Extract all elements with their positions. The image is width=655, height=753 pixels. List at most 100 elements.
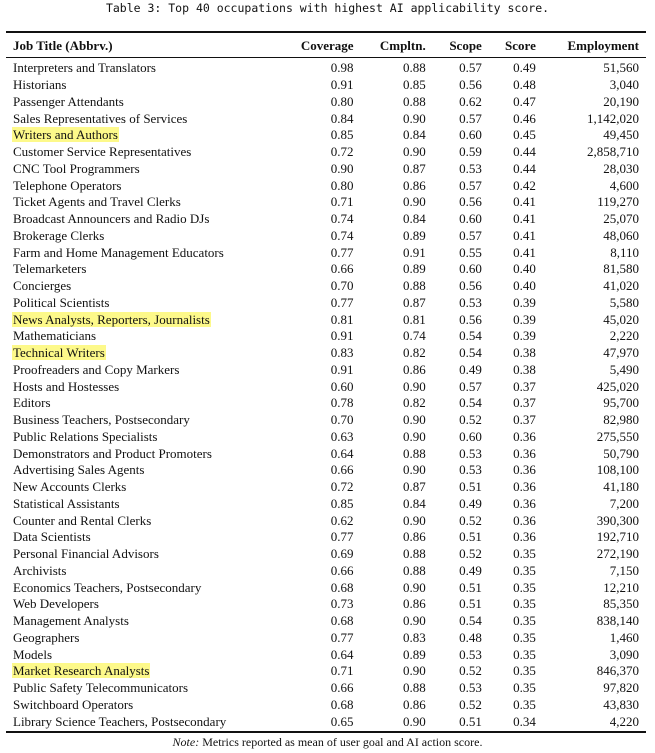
table-row: Brokerage Clerks 0.74 0.89 0.57 0.41 48,060 [6, 228, 646, 245]
header-scope: Scope [449, 37, 482, 53]
cell-coverage: 0.66 [330, 462, 354, 478]
cell-employment: 43,830 [603, 696, 639, 712]
cell-employment: 275,550 [596, 428, 639, 444]
cell-scope: 0.56 [459, 194, 482, 210]
table-row: Concierges 0.70 0.88 0.56 0.40 41,020 [6, 278, 646, 295]
cell-cmpltn: 0.88 [402, 93, 426, 109]
cell-job-title: Political Scientists [6, 295, 280, 312]
cell-cmpltn: 0.90 [402, 428, 426, 444]
table-row: Interpreters and Translators 0.98 0.88 0.57… [6, 60, 646, 77]
cell-scope: 0.54 [459, 395, 482, 411]
cell-coverage: 0.69 [330, 546, 354, 562]
cell-job-title: Brokerage Clerks [6, 228, 280, 245]
cell-cmpltn: 0.90 [402, 144, 426, 160]
job-title: Farm and Home Management Educators [13, 244, 224, 260]
table-row: Business Teachers, Postsecondary 0.70 0.90… [6, 412, 646, 429]
cell-employment: 48,060 [603, 227, 639, 243]
cell-score: 0.42 [513, 177, 536, 193]
job-title: Geographers [13, 629, 80, 645]
job-title: Statistical Assistants [13, 495, 120, 511]
job-title: CNC Tool Programmers [13, 160, 140, 176]
cell-cmpltn: 0.86 [402, 696, 426, 712]
cell-job-title: Ticket Agents and Travel Clerks [6, 194, 280, 211]
cell-scope: 0.53 [459, 680, 482, 696]
cell-score: 0.34 [513, 713, 536, 729]
table-row: Writers and Authors 0.85 0.84 0.60 0.45 49,45… [6, 127, 646, 144]
cell-scope: 0.52 [459, 412, 482, 428]
cell-score: 0.38 [513, 361, 536, 377]
table-row: Counter and Rental Clerks 0.62 0.90 0.52 0.3… [6, 512, 646, 529]
cell-job-title: CNC Tool Programmers [6, 161, 280, 178]
cell-score: 0.48 [513, 77, 536, 93]
cell-employment: 47,970 [603, 345, 639, 361]
cell-coverage: 0.70 [330, 278, 354, 294]
job-title: Demonstrators and Product Promoters [13, 445, 212, 461]
cell-job-title: Editors [6, 395, 280, 412]
cell-employment: 12,210 [603, 579, 639, 595]
cell-score: 0.44 [513, 144, 536, 160]
table-row: Web Developers 0.73 0.86 0.51 0.35 85,350 [6, 596, 646, 613]
highlighted-job-title: Writers and Authors [12, 127, 119, 143]
cell-scope: 0.51 [459, 479, 482, 495]
cell-cmpltn: 0.88 [402, 680, 426, 696]
cell-coverage: 0.62 [330, 512, 354, 528]
cell-cmpltn: 0.81 [402, 311, 426, 327]
cell-cmpltn: 0.82 [402, 345, 426, 361]
cell-employment: 81,580 [603, 261, 639, 277]
header-row: Job Title (Abbrv.) Coverage Cmpltn. Scop… [6, 35, 646, 56]
table-row: Data Scientists 0.77 0.86 0.51 0.36 192,710 [6, 529, 646, 546]
cell-coverage: 0.73 [330, 596, 354, 612]
job-title: Advertising Sales Agents [13, 462, 145, 478]
cell-coverage: 0.74 [330, 227, 354, 243]
occupations-table: Job Title (Abbrv.) Coverage Cmpltn. Scop… [6, 35, 646, 730]
table-row: Public Relations Specialists 0.63 0.90 0.60… [6, 429, 646, 446]
cell-coverage: 0.74 [330, 211, 354, 227]
cell-job-title: Demonstrators and Product Promoters [6, 445, 280, 462]
cell-coverage: 0.72 [330, 479, 354, 495]
job-title: Broadcast Announcers and Radio DJs [13, 211, 210, 227]
cell-employment: 41,020 [603, 278, 639, 294]
job-title: Telephone Operators [13, 177, 122, 193]
cell-score: 0.36 [513, 445, 536, 461]
cell-employment: 7,150 [609, 562, 639, 578]
cell-cmpltn: 0.91 [402, 244, 426, 260]
cell-employment: 20,190 [603, 93, 639, 109]
cell-scope: 0.54 [459, 328, 482, 344]
cell-employment: 51,560 [603, 60, 639, 76]
cell-scope: 0.60 [459, 127, 482, 143]
top-rule [6, 31, 646, 33]
cell-coverage: 0.60 [330, 378, 354, 394]
cell-score: 0.35 [513, 646, 536, 662]
cell-score: 0.49 [513, 60, 536, 76]
cell-coverage: 0.81 [330, 311, 354, 327]
cell-employment: 2,220 [609, 328, 639, 344]
cell-employment: 1,460 [609, 629, 639, 645]
cell-coverage: 0.91 [330, 77, 354, 93]
cell-score: 0.37 [513, 378, 536, 394]
job-title: New Accounts Clerks [13, 479, 127, 495]
cell-coverage: 0.84 [330, 110, 354, 126]
cell-scope: 0.53 [459, 462, 482, 478]
cell-job-title: Mathematicians [6, 328, 280, 345]
cell-scope: 0.51 [459, 596, 482, 612]
job-title: Public Relations Specialists [13, 428, 158, 444]
table-row: Archivists 0.66 0.88 0.49 0.35 7,150 [6, 563, 646, 580]
cell-cmpltn: 0.84 [402, 127, 426, 143]
header-cmpltn: Cmpltn. [379, 37, 426, 53]
cell-score: 0.40 [513, 278, 536, 294]
cell-cmpltn: 0.89 [402, 261, 426, 277]
cell-score: 0.44 [513, 160, 536, 176]
cell-job-title: Customer Service Representatives [6, 144, 280, 161]
cell-coverage: 0.78 [330, 395, 354, 411]
cell-scope: 0.48 [459, 629, 482, 645]
cell-job-title: Interpreters and Translators [6, 60, 280, 77]
table-row: Hosts and Hostesses 0.60 0.90 0.57 0.37 425,0… [6, 378, 646, 395]
cell-coverage: 0.85 [330, 127, 354, 143]
cell-coverage: 0.64 [330, 646, 354, 662]
cell-job-title: Archivists [6, 563, 280, 580]
cell-job-title: Counter and Rental Clerks [6, 512, 280, 529]
table-row: Telephone Operators 0.80 0.86 0.57 0.42 4,600 [6, 177, 646, 194]
cell-cmpltn: 0.90 [402, 579, 426, 595]
cell-coverage: 0.77 [330, 244, 354, 260]
table-row: Geographers 0.77 0.83 0.48 0.35 1,460 [6, 630, 646, 647]
